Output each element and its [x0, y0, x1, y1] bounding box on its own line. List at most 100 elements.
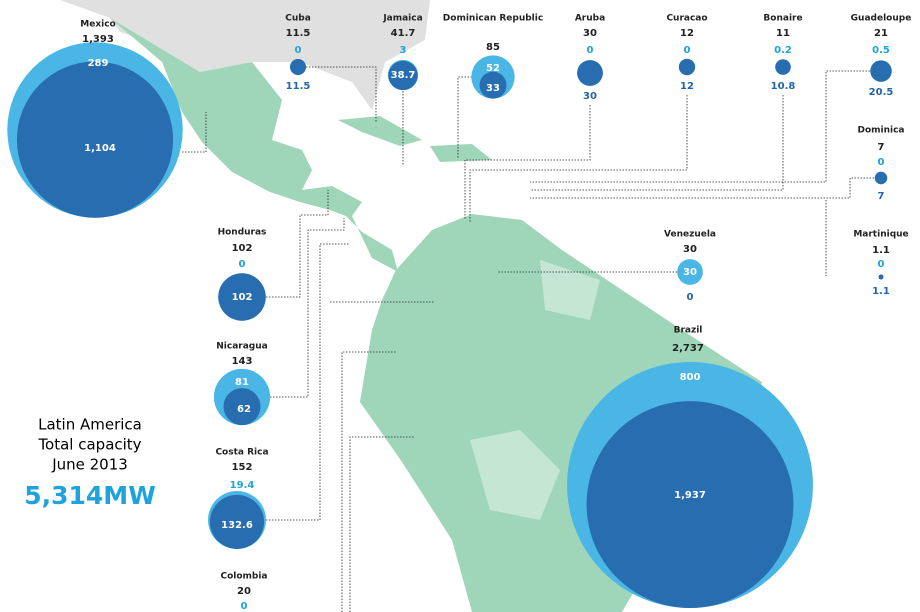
leader-line — [306, 66, 377, 122]
leader-line — [464, 105, 591, 220]
leader-line — [266, 243, 350, 521]
leader-line — [530, 95, 784, 191]
light-label: 0 — [295, 45, 302, 56]
country-name: Mexico — [80, 20, 115, 30]
leader-line — [469, 95, 688, 222]
dark-circle — [586, 401, 794, 608]
light-label: 3 — [400, 45, 407, 56]
total-label: 102 — [232, 243, 253, 254]
total-label: 30 — [583, 28, 597, 39]
light-label: 0 — [878, 157, 885, 168]
dark-label: 7 — [878, 191, 885, 202]
country-name: Martinique — [853, 230, 908, 240]
dark-label: 62 — [237, 404, 251, 415]
total-label: 30 — [683, 244, 697, 255]
light-label: 289 — [88, 58, 109, 69]
total-capacity: 5,314MW — [24, 481, 156, 510]
country-name: Cuba — [285, 14, 311, 24]
light-label: 0.5 — [872, 45, 890, 56]
country-name: Honduras — [218, 228, 267, 238]
summary: Latin America Total capacity June 2013 5… — [24, 416, 156, 511]
country-name: Nicaragua — [216, 342, 267, 352]
light-label: 81 — [235, 377, 249, 388]
measure: Total capacity — [37, 436, 141, 454]
dark-circle — [16, 61, 174, 218]
leader-line — [270, 218, 345, 398]
dark-circle — [290, 59, 306, 75]
light-label: 0 — [878, 259, 885, 270]
country-name: Aruba — [575, 14, 605, 24]
guianas — [540, 260, 600, 320]
dark-circle — [388, 60, 418, 91]
light-label: 0 — [239, 259, 246, 270]
leader-line — [530, 177, 874, 199]
country-name: Bonaire — [763, 14, 802, 24]
dark-circle — [223, 388, 261, 426]
light-label: 0 — [587, 45, 594, 56]
dark-circle — [479, 71, 507, 99]
total-label: 21 — [874, 28, 888, 39]
total-label: 1.1 — [872, 245, 890, 256]
leader-lines — [182, 66, 874, 612]
light-label: 52 — [486, 63, 500, 74]
total-label: 11.5 — [286, 28, 311, 39]
date: June 2013 — [51, 456, 128, 474]
dark-circle — [874, 171, 888, 185]
cuba — [338, 116, 422, 146]
country-name: Venezuela — [664, 230, 716, 240]
total-label: 41.7 — [391, 28, 416, 39]
total-label: 12 — [680, 28, 694, 39]
total-label: 2,737 — [672, 343, 704, 354]
dark-circle — [775, 59, 791, 75]
total-label: 85 — [486, 42, 500, 53]
dark-label: 11.5 — [286, 81, 311, 92]
dark-label: 102 — [232, 292, 253, 303]
dark-label: 1,104 — [84, 143, 116, 154]
total-circle — [677, 259, 703, 285]
dark-label: 0 — [687, 292, 694, 303]
dark-circle — [678, 58, 696, 76]
dark-label: 12 — [680, 81, 694, 92]
total-label: 20 — [237, 586, 251, 597]
dark-circle — [218, 273, 266, 321]
country-name: Dominica — [857, 126, 904, 136]
light-label: 0.2 — [774, 45, 792, 56]
light-label: 0 — [684, 45, 691, 56]
hispaniola — [430, 144, 492, 162]
bolivia — [470, 430, 560, 520]
dark-label: 38.7 — [391, 70, 416, 81]
dark-label: 30 — [583, 91, 597, 102]
country-name: Colombia — [220, 572, 267, 582]
country-name: Costa Rica — [215, 448, 268, 458]
light-label: 30 — [683, 267, 697, 278]
total-label: 152 — [232, 462, 253, 473]
country-name: Dominican Republic — [443, 14, 543, 24]
dark-label: 33 — [486, 83, 500, 94]
country-name: Curacao — [666, 14, 707, 24]
dark-circle — [870, 60, 892, 82]
dark-circle — [209, 494, 265, 549]
total-label: 7 — [878, 142, 885, 153]
leader-line — [349, 436, 414, 612]
dark-label: 1.1 — [872, 286, 890, 297]
country-name: Brazil — [674, 326, 703, 336]
dark-label: 132.6 — [221, 520, 253, 531]
total-label: 11 — [776, 28, 790, 39]
dark-circle — [577, 60, 603, 86]
dark-label: 20.5 — [869, 87, 894, 98]
leader-line — [182, 112, 207, 153]
light-label: 19.4 — [230, 480, 255, 491]
dark-label: 10.8 — [771, 81, 796, 92]
usa — [60, 0, 430, 110]
total-label: 1,393 — [82, 34, 114, 45]
region: Latin America — [38, 416, 142, 434]
total-label: 143 — [232, 356, 253, 367]
country-name: Guadeloupe — [851, 14, 912, 24]
light-label: 0 — [241, 601, 248, 612]
dark-circle — [878, 274, 884, 280]
country-name: Jamaica — [382, 14, 422, 24]
mexico-central-america — [110, 18, 398, 272]
dark-label: 1,937 — [674, 490, 706, 501]
leader-line — [530, 70, 870, 183]
